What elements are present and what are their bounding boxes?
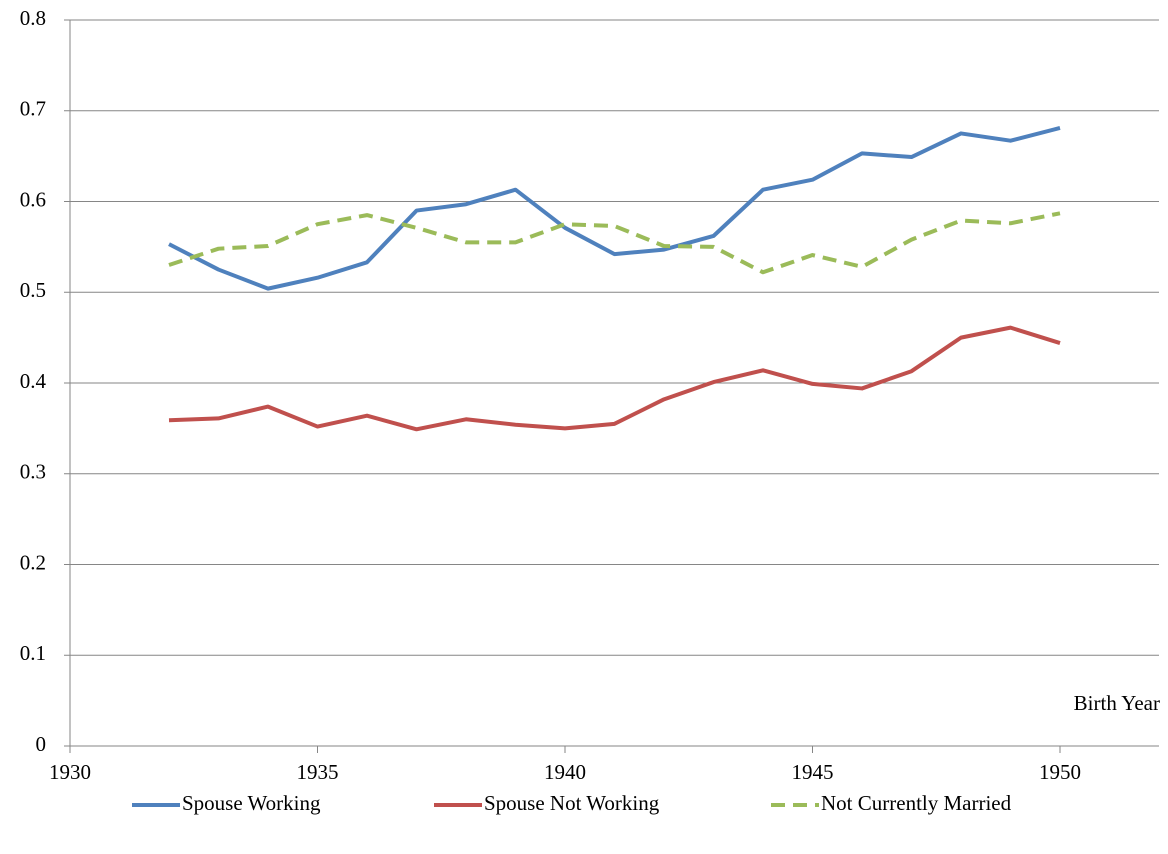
x-tick-label: 1935	[297, 760, 339, 784]
line-series	[168, 126, 1061, 291]
y-tick-label: 0.1	[20, 641, 46, 665]
x-tick-label: 1930	[49, 760, 91, 784]
x-tick-label: 1940	[544, 760, 586, 784]
y-tick-label: 0.7	[20, 97, 46, 121]
y-tick-label: 0	[36, 732, 47, 756]
y-tick-label: 0.3	[20, 460, 46, 484]
legend-label: Spouse Not Working	[484, 791, 660, 815]
y-tick-label: 0.2	[20, 550, 46, 574]
line-series	[168, 325, 1061, 432]
y-tick-label: 0.5	[20, 278, 46, 302]
legend-label: Spouse Working	[182, 791, 321, 815]
y-tick-label: 0.6	[20, 187, 46, 211]
legend-label: Not Currently Married	[821, 791, 1012, 815]
line-series	[168, 211, 1061, 275]
x-axis-label: Birth Year	[1074, 691, 1160, 715]
x-tick-label: 1950	[1039, 760, 1081, 784]
x-tick-label: 1945	[792, 760, 834, 784]
y-tick-label: 0.4	[20, 369, 47, 393]
y-tick-label: 0.8	[20, 6, 46, 30]
